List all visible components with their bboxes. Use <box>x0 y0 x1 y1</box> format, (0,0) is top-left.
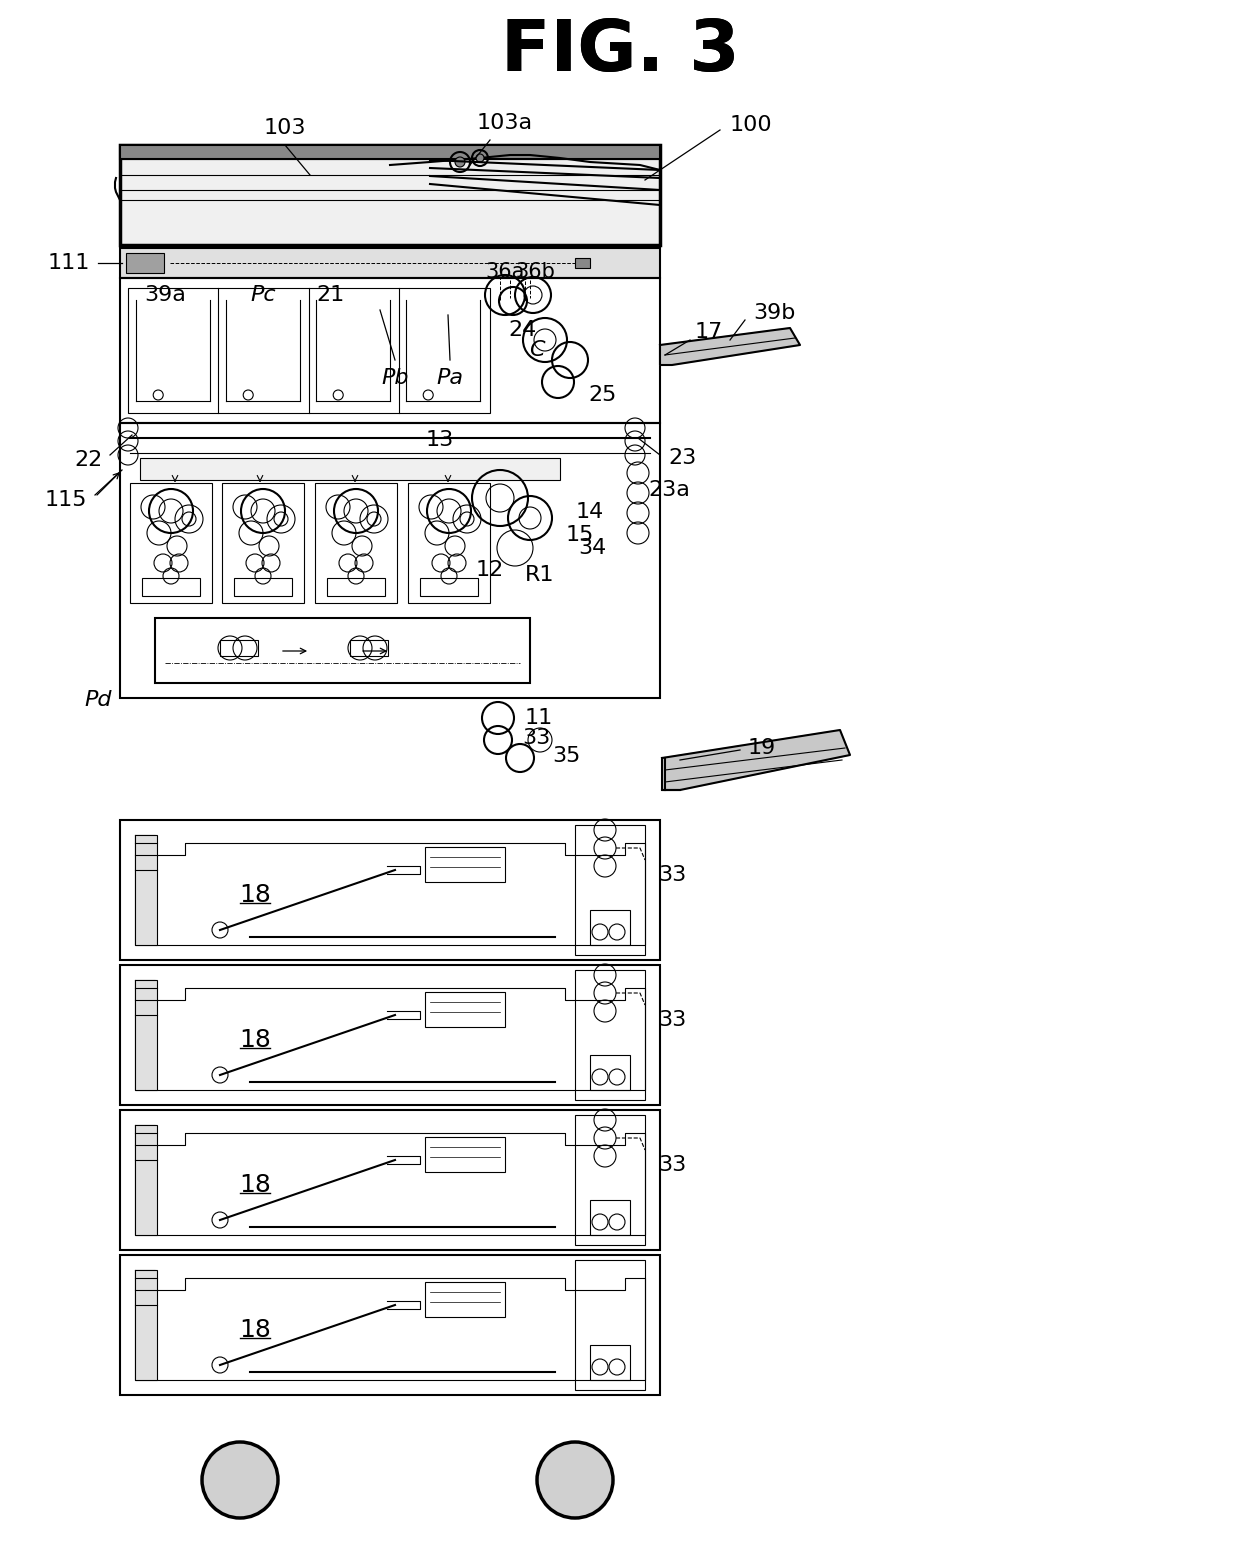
Bar <box>590 910 630 945</box>
Circle shape <box>537 1442 613 1518</box>
Text: 115: 115 <box>45 490 87 511</box>
Bar <box>327 579 384 596</box>
Bar <box>126 254 164 272</box>
Text: 17: 17 <box>694 322 723 342</box>
Text: 21: 21 <box>316 285 345 305</box>
Text: 24: 24 <box>508 320 536 340</box>
Bar <box>143 579 200 596</box>
Text: 11: 11 <box>525 709 553 729</box>
Text: 33: 33 <box>522 729 551 749</box>
Text: 39b: 39b <box>753 303 795 323</box>
Text: Pd: Pd <box>84 690 112 710</box>
Bar <box>234 579 291 596</box>
Text: 15: 15 <box>565 524 594 545</box>
Bar <box>120 820 660 961</box>
Text: 25: 25 <box>588 385 616 405</box>
Circle shape <box>202 1442 278 1518</box>
Bar <box>315 483 397 603</box>
Text: 18: 18 <box>239 1318 270 1341</box>
Text: 23a: 23a <box>649 480 689 500</box>
Text: FIG. 3: FIG. 3 <box>501 17 739 87</box>
Bar <box>135 835 157 945</box>
Bar <box>219 640 258 656</box>
Text: 18: 18 <box>239 1029 270 1052</box>
Bar <box>120 422 660 698</box>
Bar <box>135 1270 157 1380</box>
Text: 18: 18 <box>239 883 270 907</box>
Bar <box>425 848 505 882</box>
Bar <box>128 288 490 413</box>
Bar <box>575 1115 645 1245</box>
Bar <box>575 825 645 954</box>
Polygon shape <box>660 328 800 365</box>
Text: 18: 18 <box>239 1173 270 1197</box>
Text: 23: 23 <box>668 449 696 469</box>
Text: 35: 35 <box>552 746 580 766</box>
Bar <box>130 483 212 603</box>
Bar <box>575 258 590 268</box>
Bar <box>590 1055 630 1091</box>
Polygon shape <box>662 730 849 791</box>
Bar <box>590 1200 630 1235</box>
Bar <box>120 145 660 159</box>
Text: FIG. 3: FIG. 3 <box>501 17 739 87</box>
Text: Pc: Pc <box>250 285 275 305</box>
Bar <box>120 965 660 1105</box>
Bar <box>140 458 560 480</box>
Text: 33: 33 <box>658 865 686 885</box>
Bar <box>120 278 660 422</box>
Bar <box>155 617 529 682</box>
Bar <box>350 640 388 656</box>
Text: 12: 12 <box>476 560 505 580</box>
Text: 103: 103 <box>264 118 306 138</box>
Bar <box>120 1111 660 1250</box>
Circle shape <box>476 155 484 162</box>
Text: 33: 33 <box>658 1010 686 1030</box>
Bar <box>590 1344 630 1380</box>
Text: 103a: 103a <box>477 113 533 133</box>
Bar <box>575 970 645 1100</box>
Text: 39a: 39a <box>144 285 186 305</box>
Text: 33: 33 <box>658 1156 686 1176</box>
Bar <box>575 1259 645 1391</box>
Bar <box>135 979 157 1091</box>
Bar <box>222 483 304 603</box>
Bar <box>120 1255 660 1395</box>
Bar <box>120 145 660 244</box>
Text: Pb: Pb <box>381 368 409 388</box>
Text: C: C <box>529 340 544 360</box>
Bar <box>425 992 505 1027</box>
Circle shape <box>455 156 465 167</box>
Text: 22: 22 <box>74 450 103 470</box>
Bar <box>425 1282 505 1316</box>
Text: R1: R1 <box>525 565 554 585</box>
Text: 14: 14 <box>577 501 604 521</box>
Text: 13: 13 <box>425 430 454 450</box>
Text: 19: 19 <box>748 738 776 758</box>
Text: 36a: 36a <box>485 261 525 282</box>
Bar <box>408 483 490 603</box>
Bar <box>425 1137 505 1173</box>
Text: 34: 34 <box>578 538 606 558</box>
Bar <box>135 1125 157 1235</box>
Text: 111: 111 <box>47 254 91 272</box>
Text: 100: 100 <box>730 114 773 135</box>
Text: Pa: Pa <box>436 368 464 388</box>
Bar <box>120 248 660 278</box>
Text: 36b: 36b <box>515 261 556 282</box>
Bar <box>420 579 477 596</box>
